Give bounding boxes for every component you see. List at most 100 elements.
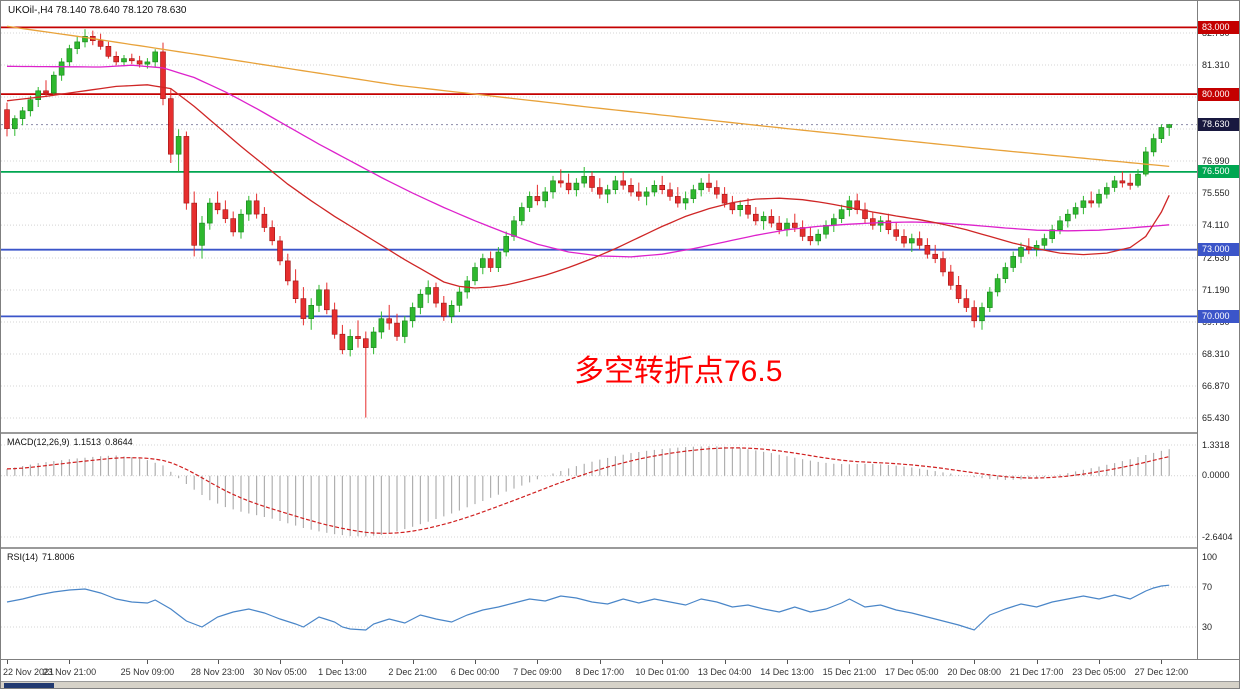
candle-body [1041, 238, 1048, 246]
rsi-name: RSI(14) [7, 552, 39, 562]
rsi-axis-label: 30 [1202, 621, 1213, 632]
candle-body [1072, 207, 1079, 215]
price-axis-label: 81.310 [1202, 59, 1230, 70]
price-axis-label: 76.990 [1202, 155, 1230, 166]
candle-body [50, 74, 57, 94]
candle-body [27, 99, 34, 112]
rsi-axis-label: 70 [1202, 581, 1213, 592]
time-tick [147, 660, 149, 664]
candle-body [394, 322, 400, 337]
candle-body [1119, 180, 1126, 184]
price-axis-label: 68.310 [1202, 348, 1230, 359]
candle-body [97, 40, 104, 47]
time-tick [537, 660, 539, 664]
candle-body [573, 182, 580, 191]
time-tick [849, 660, 851, 664]
time-axis-label: 17 Dec 05:00 [885, 667, 939, 677]
candle-body [823, 225, 829, 235]
macd-panel[interactable]: MACD(12,26,9) 1.1513 0.8644 [1, 434, 1197, 547]
candle-body [1026, 247, 1032, 251]
candle-body [908, 238, 915, 244]
candle-body [924, 245, 931, 255]
candle-body [643, 191, 650, 197]
time-axis[interactable]: 22 Nov 2021 23 Nov 21:00 25 Nov 09:00 28 No… [1, 659, 1239, 681]
candle-body [222, 209, 229, 219]
candle-body [511, 220, 517, 237]
price-axis-label: 66.870 [1202, 380, 1230, 391]
candle-body [183, 136, 190, 204]
macd-name: MACD(12,26,9) [7, 437, 70, 447]
candle-body [713, 187, 720, 195]
price-axis[interactable]: 82.75081.31076.99075.55074.11072.63071.1… [1197, 1, 1239, 659]
candle-body [916, 238, 923, 246]
candle-body [316, 289, 322, 306]
time-tick [599, 660, 601, 664]
annotation-text: 多空转折点76.5 [574, 355, 783, 388]
candles-layer [4, 29, 1172, 418]
candle-body [581, 176, 588, 184]
candle-body [534, 196, 541, 202]
candle-body [721, 193, 728, 204]
chart-tab[interactable] [4, 683, 54, 688]
time-tick [724, 660, 726, 664]
time-axis-label: 23 Nov 21:00 [42, 667, 97, 677]
main-chart-panel[interactable]: UKOil-,H4 78.140 78.640 78.120 78.630 多空… [1, 1, 1197, 432]
macd-histogram [6, 446, 1170, 537]
candle-body [745, 205, 751, 215]
candle-body [308, 304, 315, 319]
ma-slow-orange [6, 25, 1170, 168]
time-axis-label: 7 Dec 09:00 [513, 667, 562, 677]
price-badge-green: 76.500 [1198, 165, 1239, 179]
time-tick [342, 660, 344, 664]
candle-body [1135, 173, 1141, 186]
time-tick [475, 660, 476, 664]
candle-body [1002, 267, 1009, 279]
ma-mid-magenta [6, 64, 1170, 258]
time-axis-label: 30 Nov 05:00 [253, 667, 307, 677]
candle-body [737, 205, 744, 211]
candle-body [885, 220, 892, 231]
candle-body [495, 251, 502, 268]
candle-body [651, 185, 658, 193]
candle-body [331, 309, 338, 335]
time-tick [911, 660, 913, 664]
candle-body [339, 333, 346, 351]
candle-body [425, 287, 432, 295]
candle-body [690, 189, 697, 199]
price-axis-label: 65.430 [1202, 412, 1230, 423]
candle-body [1049, 229, 1055, 239]
candle-body [355, 336, 361, 339]
candle-body [1150, 138, 1157, 153]
candle-body [238, 213, 244, 233]
time-axis-label: 22 Nov 2021 [3, 667, 55, 677]
candle-body [440, 302, 447, 317]
candle-body [261, 213, 268, 228]
candle-body [105, 45, 112, 57]
candle-body [620, 180, 627, 186]
candle-body [604, 189, 611, 195]
candle-body [526, 196, 533, 208]
rsi-axis-label: 100 [1202, 551, 1218, 562]
rsi-chart [1, 584, 1197, 631]
candle-body [596, 187, 603, 195]
candle-body [807, 236, 814, 242]
rsi-panel[interactable]: RSI(14) 71.8006 [1, 549, 1197, 659]
candle-body [347, 336, 354, 350]
candle-body [409, 307, 416, 322]
time-tick [69, 660, 71, 664]
candle-body [144, 61, 151, 65]
candle-body [1104, 187, 1110, 195]
panel-divider[interactable] [1, 432, 1239, 434]
panel-divider[interactable] [1, 547, 1239, 549]
candle-body [1080, 200, 1087, 208]
candle-body [253, 200, 260, 215]
time-axis-label: 25 Nov 09:00 [120, 667, 175, 677]
candle-body [659, 185, 666, 191]
time-tick [1099, 660, 1100, 664]
time-axis-label: 15 Dec 21:00 [822, 667, 877, 677]
candle-body [706, 182, 712, 188]
candle-body [230, 218, 236, 233]
candle-body [1065, 213, 1071, 222]
macd-signal-line [6, 447, 1170, 534]
candle-body [472, 267, 478, 282]
